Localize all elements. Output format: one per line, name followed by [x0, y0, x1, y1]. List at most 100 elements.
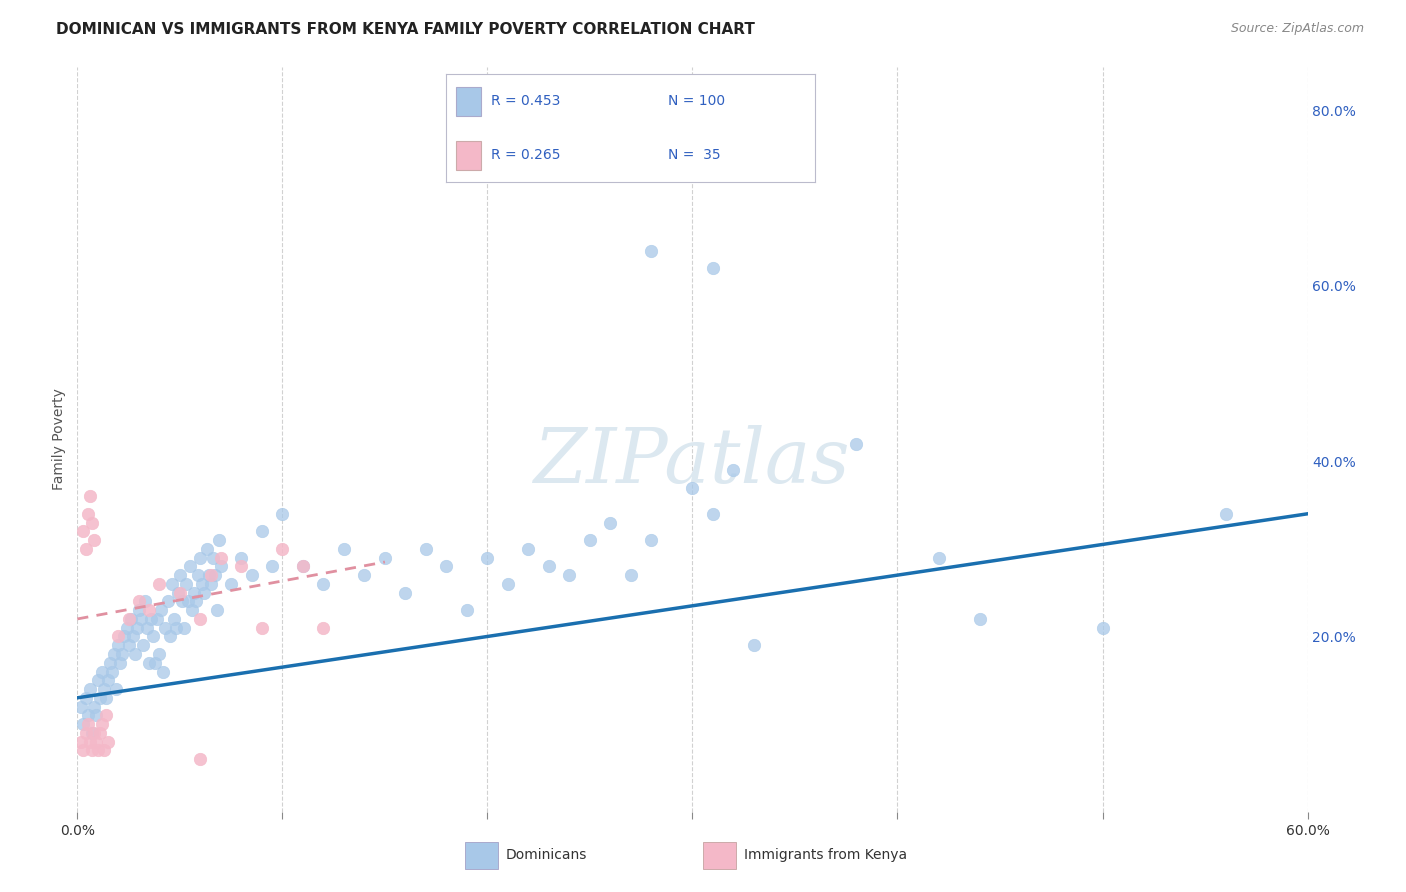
Point [84, 708, 107, 723]
Point [159, 630, 181, 644]
Point [152, 665, 174, 679]
Point [166, 585, 188, 599]
Point [148, 577, 170, 591]
Point [155, 621, 177, 635]
Point [90, 717, 114, 731]
Point [174, 577, 197, 591]
Point [928, 550, 950, 565]
Point [79, 734, 101, 748]
Point [200, 577, 222, 591]
Point [170, 594, 193, 608]
Point [83, 726, 105, 740]
Point [537, 559, 560, 574]
Point [76, 708, 98, 723]
Point [87, 673, 110, 688]
Point [250, 524, 273, 539]
Point [240, 568, 263, 582]
Point [93, 681, 115, 696]
Point [70, 699, 93, 714]
Point [599, 516, 621, 530]
Point [195, 541, 218, 556]
Point [72, 717, 94, 731]
Point [90, 665, 114, 679]
Point [1215, 507, 1237, 521]
Point [125, 621, 148, 635]
Point [291, 559, 314, 574]
Point [173, 621, 195, 635]
Point [271, 507, 294, 521]
Point [188, 752, 212, 766]
Point [136, 621, 159, 635]
Point [132, 638, 155, 652]
Point [70, 734, 93, 748]
Point [111, 647, 134, 661]
Point [231, 559, 253, 574]
Point [187, 568, 209, 582]
Point [75, 541, 97, 556]
Point [219, 577, 242, 591]
Point [129, 612, 152, 626]
Point [165, 621, 187, 635]
Point [121, 630, 143, 644]
Point [197, 568, 219, 582]
Point [742, 638, 765, 652]
Point [181, 603, 204, 617]
Point [312, 577, 335, 591]
Point [107, 630, 129, 644]
Point [394, 585, 416, 599]
Point [97, 734, 120, 748]
Point [110, 656, 132, 670]
Point [208, 533, 231, 547]
Point [169, 568, 191, 582]
Point [620, 568, 643, 582]
Point [79, 681, 101, 696]
Point [80, 726, 103, 740]
Point [76, 717, 98, 731]
Point [124, 647, 146, 661]
Point [138, 603, 160, 617]
Point [188, 550, 212, 565]
Point [200, 568, 222, 582]
Y-axis label: Family Poverty: Family Poverty [52, 388, 66, 491]
Point [142, 630, 165, 644]
Point [262, 559, 284, 574]
Point [76, 507, 98, 521]
Point [353, 568, 375, 582]
Point [640, 244, 662, 258]
Point [291, 559, 314, 574]
Point [188, 612, 212, 626]
Point [250, 621, 273, 635]
Point [204, 568, 226, 582]
Point [138, 656, 160, 670]
Point [191, 577, 214, 591]
Point [682, 481, 704, 495]
Point [93, 743, 115, 757]
Point [723, 463, 745, 477]
Point [120, 612, 142, 626]
Point [117, 638, 139, 652]
Point [183, 585, 205, 599]
Point [177, 594, 200, 608]
Point [94, 708, 117, 723]
Point [83, 533, 105, 547]
Point [186, 594, 208, 608]
Point [205, 603, 228, 617]
Point [80, 516, 103, 530]
Point [209, 559, 232, 574]
Point [72, 524, 94, 539]
Point [97, 673, 120, 688]
Point [1091, 621, 1114, 635]
Text: DOMINICAN VS IMMIGRANTS FROM KENYA FAMILY POVERTY CORRELATION CHART: DOMINICAN VS IMMIGRANTS FROM KENYA FAMIL… [56, 22, 755, 37]
Point [148, 647, 170, 661]
Point [845, 436, 868, 450]
Point [128, 594, 150, 608]
Point [477, 550, 499, 565]
Point [496, 577, 519, 591]
Point [702, 507, 724, 521]
Text: ZIPatlas: ZIPatlas [534, 425, 851, 499]
Point [179, 559, 201, 574]
Point [640, 533, 662, 547]
Point [103, 647, 125, 661]
Point [312, 621, 335, 635]
Point [134, 594, 156, 608]
